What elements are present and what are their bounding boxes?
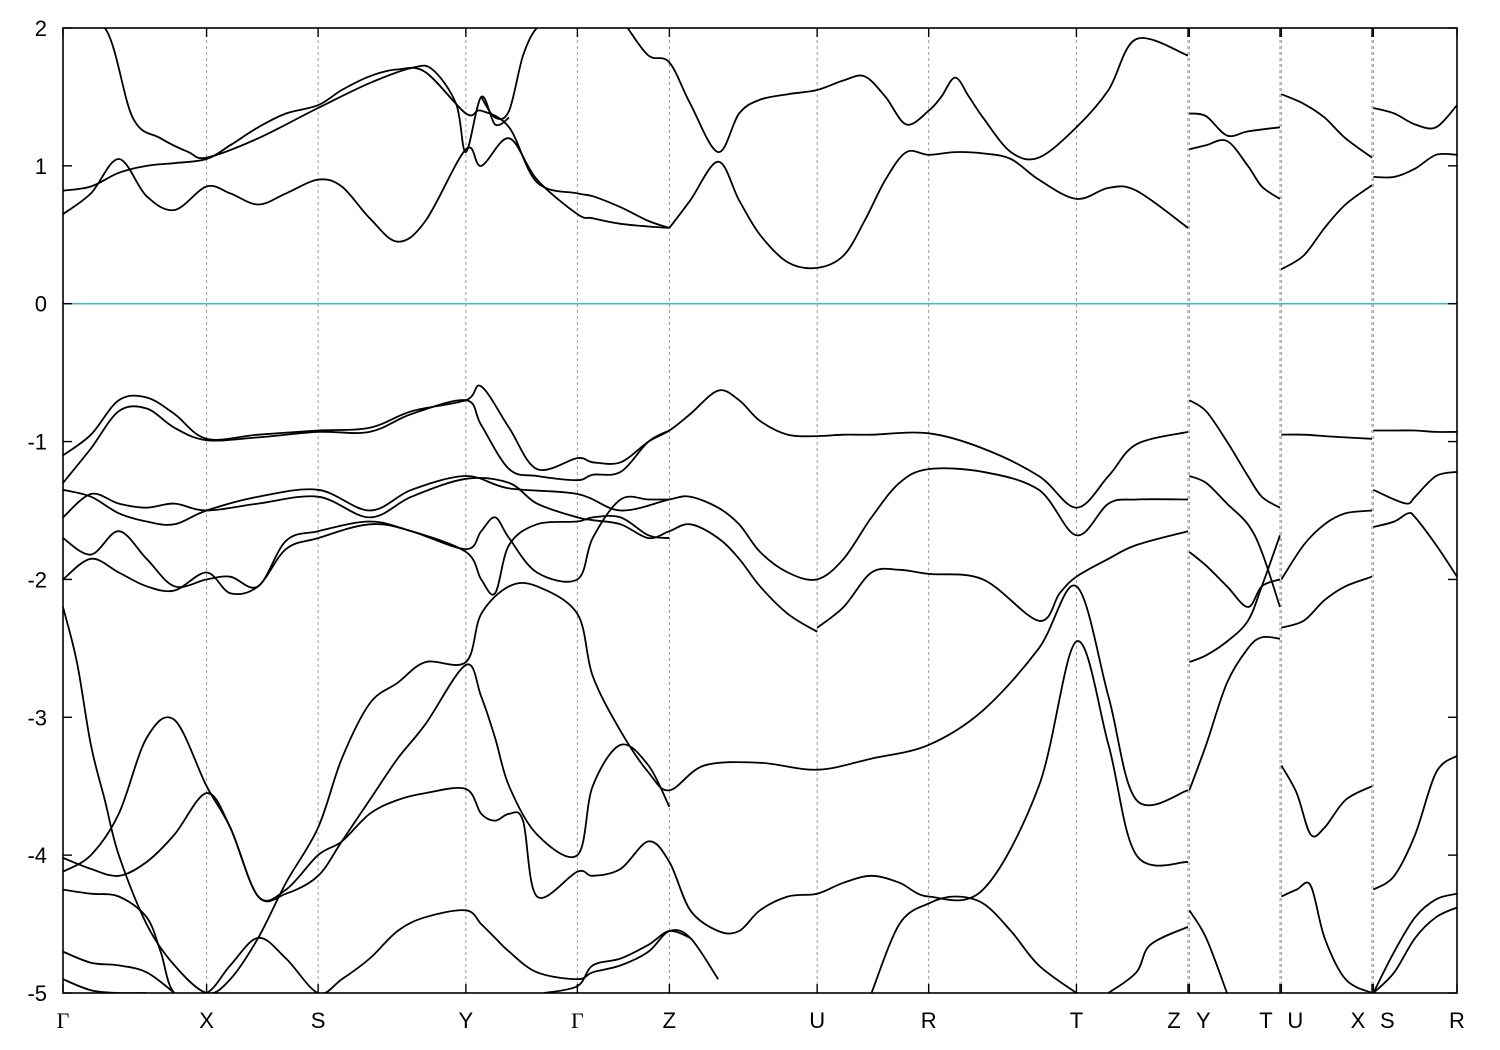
y-axis-ticks: 2 1 0 -1 -2 -3 -4 -5	[27, 16, 1457, 1006]
y-tick-label: 0	[35, 292, 47, 317]
plot-frame	[62, 27, 1458, 994]
band-12	[63, 384, 1189, 509]
band-15	[63, 476, 818, 633]
band-40	[1280, 765, 1373, 838]
band-29	[63, 581, 1189, 993]
band-curves	[63, 28, 1457, 993]
band-11	[1373, 152, 1457, 179]
band-27	[1373, 471, 1457, 505]
band-39	[1188, 635, 1281, 791]
band-23	[1281, 433, 1373, 440]
band-35	[543, 930, 691, 993]
band-2	[63, 28, 510, 160]
kpoint-label: S	[311, 1008, 326, 1033]
band-1	[63, 137, 670, 243]
kpoint-label: Y	[1196, 1008, 1211, 1033]
kpoint-label: X	[1351, 1008, 1366, 1033]
band-20	[1189, 475, 1281, 608]
y-tick-label: -2	[27, 567, 47, 592]
band-37	[1107, 925, 1189, 993]
band-10	[1373, 104, 1457, 130]
kpoint-label: T	[1259, 1008, 1272, 1033]
band-42	[1372, 755, 1457, 891]
band-18	[816, 530, 1189, 629]
band-13	[63, 399, 670, 484]
band-38	[1188, 909, 1228, 993]
band-17	[63, 514, 670, 596]
kpoint-label: U	[1287, 1008, 1303, 1033]
kpoint-label: S	[1380, 1008, 1395, 1033]
band-7	[1189, 139, 1281, 200]
band-25	[1281, 575, 1373, 629]
kpoint-label: T	[1070, 1008, 1083, 1033]
band-30	[63, 663, 671, 903]
kpoint-label: Γ	[57, 1008, 70, 1033]
kpoint-label: Z	[1167, 1008, 1180, 1033]
band-24	[1280, 509, 1373, 580]
band-26	[1373, 429, 1457, 433]
y-tick-label: -3	[27, 705, 47, 730]
kpoint-label: Y	[459, 1008, 474, 1033]
band-44	[1372, 906, 1457, 993]
band-21	[1188, 551, 1281, 608]
kpoint-label: U	[809, 1008, 825, 1033]
band-22	[1189, 534, 1281, 663]
band-33	[63, 950, 176, 993]
band-34	[63, 978, 147, 993]
band-36	[870, 895, 1077, 993]
band-31	[63, 640, 1189, 935]
kpoint-label: R	[1449, 1008, 1465, 1033]
band-16	[63, 495, 670, 589]
y-tick-label: -5	[27, 981, 47, 1006]
y-tick-label: 1	[35, 154, 47, 179]
band-41	[1281, 881, 1373, 993]
kpoint-label: R	[921, 1008, 937, 1033]
band-0	[63, 66, 670, 229]
high-symmetry-gridlines	[206, 28, 1374, 993]
y-tick-label: -4	[27, 843, 47, 868]
band-4	[668, 149, 1189, 270]
band-9	[1280, 184, 1373, 271]
band-43	[1372, 892, 1457, 993]
y-tick-label: 2	[35, 16, 47, 41]
band-6	[1189, 112, 1281, 138]
band-3	[480, 28, 551, 121]
y-tick-label: -1	[27, 430, 47, 455]
band-28	[1373, 511, 1457, 578]
band-19	[1188, 399, 1281, 509]
kpoint-label: Z	[663, 1008, 676, 1033]
band-8	[1281, 93, 1373, 159]
band-14	[63, 467, 1189, 581]
band-32	[63, 888, 719, 993]
kpoint-label: Γ	[571, 1008, 584, 1033]
band-5	[626, 28, 1189, 161]
kpoint-label: X	[199, 1008, 214, 1033]
